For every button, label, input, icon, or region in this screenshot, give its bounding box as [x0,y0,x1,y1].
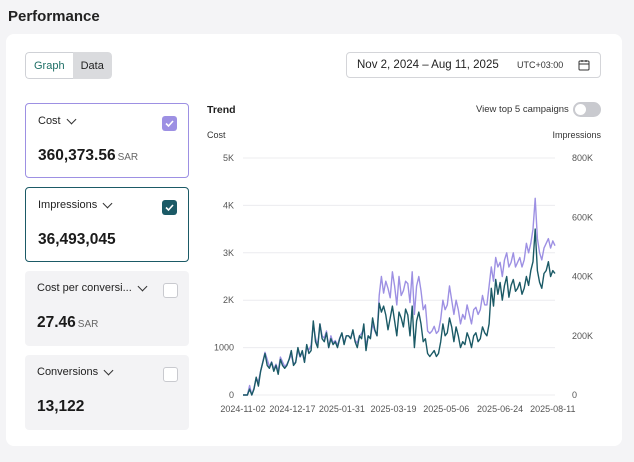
x-tick-label: 2025-01-31 [319,404,365,414]
y-axis-right-title: Impressions [552,130,601,140]
metric-label[interactable]: Cost [38,114,176,127]
y-tick-right: 0 [572,390,577,400]
y-tick-right: 800K [572,153,593,163]
timezone-label: UTC+03:00 [517,60,564,70]
graph-tab[interactable]: Graph [25,52,73,79]
metric-value: 13,122 [37,398,85,415]
metric-card-impressions[interactable]: Impressions 36,493,045 [25,187,189,262]
y-tick-right: 200K [572,331,593,341]
y-tick-left: 5K [223,153,234,163]
metric-card-cost-per-conversion[interactable]: Cost per conversi... 27.46 SAR [25,271,189,346]
metric-card-conversions[interactable]: Conversions 13,122 [25,355,189,430]
metric-value: 36,493,045 [38,231,116,248]
x-tick-label: 2024-12-17 [269,404,315,414]
metric-unit: SAR [117,152,139,163]
metric-label[interactable]: Conversions [37,365,177,378]
x-tick-label: 2025-05-06 [423,404,469,414]
page-title: Performance [8,8,100,25]
y-tick-left: 2K [223,295,234,305]
trend-chart: Cost Impressions 5K 4K 3K 2K 1000 0 800K 600K 400K… [207,130,602,414]
y-tick-right: 600K [572,212,593,222]
y-tick-left: 4K [223,200,234,210]
metric-unit: SAR [77,319,99,330]
view-toggle: Graph Data [25,52,112,79]
toggle-knob [575,104,586,115]
series-line-impressions [243,228,556,396]
date-range-label: Nov 2, 2024 – Aug 11, 2025 [357,59,499,71]
x-tick-label: 2025-08-11 [530,404,575,414]
metric-value: 27.46 SAR [37,314,99,331]
x-tick-label: 2024-11-02 [220,404,265,414]
top-campaigns-label: View top 5 campaigns [476,104,569,115]
metric-checkbox[interactable] [162,200,177,215]
date-range-picker[interactable]: Nov 2, 2024 – Aug 11, 2025 UTC+03:00 [346,52,601,78]
top-campaigns-toggle[interactable] [573,102,601,117]
check-icon [165,120,174,128]
x-tick-label: 2025-06-24 [477,404,523,414]
check-icon [165,204,174,212]
y-axis-left-title: Cost [207,130,226,140]
metric-label[interactable]: Cost per conversi... [37,281,177,294]
metric-value: 360,373.56 SAR [38,147,139,164]
y-tick-left: 3K [223,248,234,258]
metric-checkbox[interactable] [163,283,178,298]
metric-checkbox[interactable] [162,116,177,131]
x-tick-label: 2025-03-19 [370,404,416,414]
calendar-icon [578,60,590,71]
y-tick-left: 1000 [214,343,234,353]
data-tab[interactable]: Data [72,52,112,79]
performance-card: Graph Data Nov 2, 2024 – Aug 11, 2025 UT… [6,34,622,446]
metric-label[interactable]: Impressions [38,198,176,211]
metric-card-cost[interactable]: Cost 360,373.56 SAR [25,103,189,178]
y-tick-right: 400K [572,272,593,282]
y-tick-left: 0 [229,390,234,400]
metric-checkbox[interactable] [163,367,178,382]
trend-title: Trend [207,104,236,116]
